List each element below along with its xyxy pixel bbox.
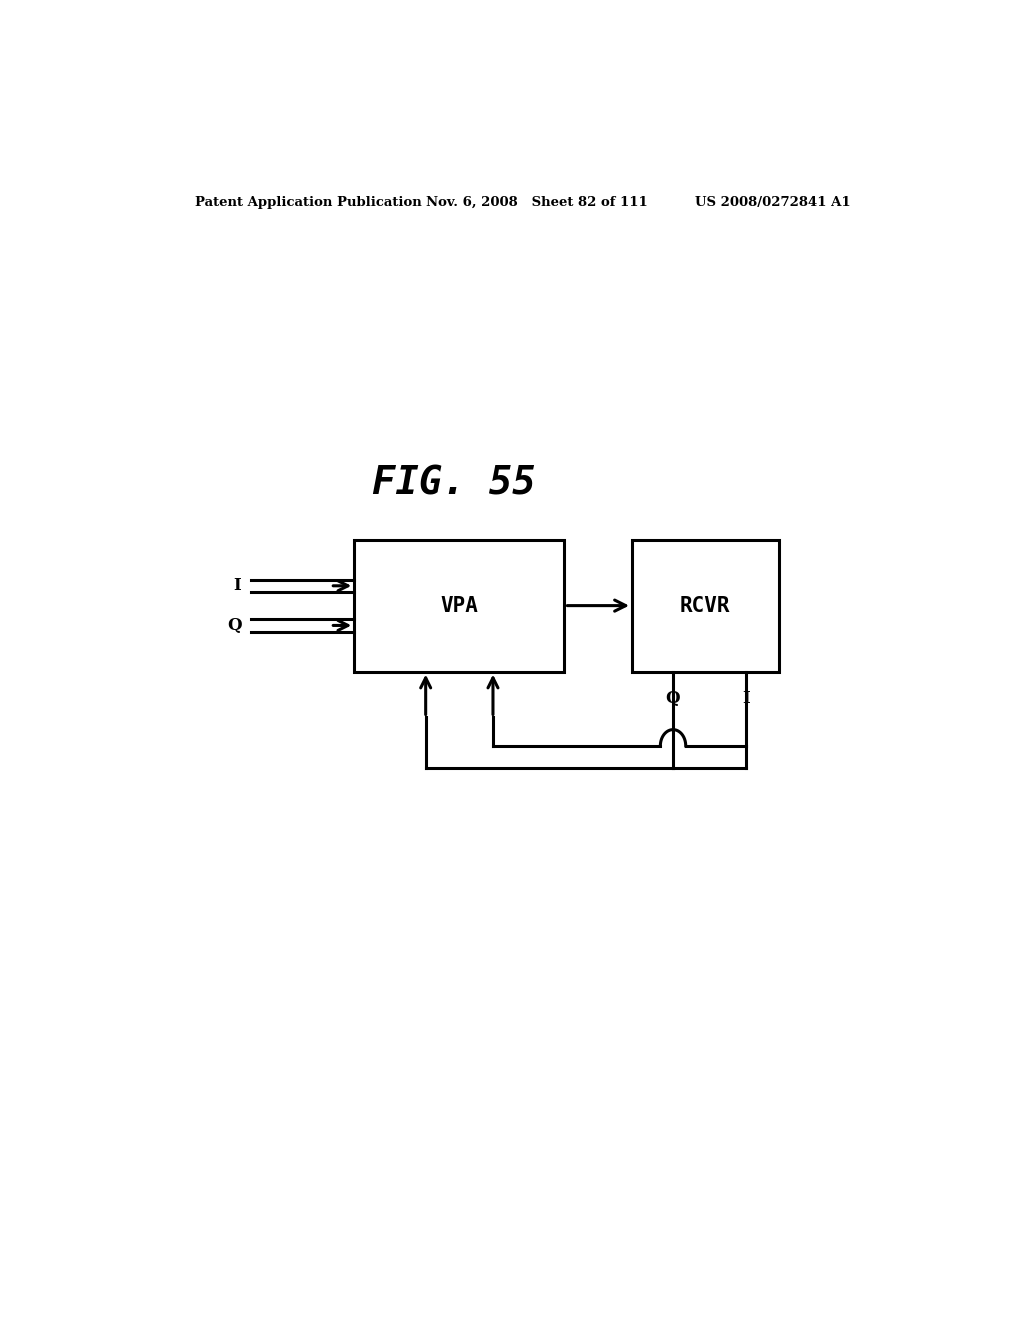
Text: Q: Q bbox=[666, 690, 680, 708]
Text: Q: Q bbox=[227, 616, 242, 634]
Bar bbox=[632, 540, 779, 672]
Text: Patent Application Publication: Patent Application Publication bbox=[196, 195, 422, 209]
Text: US 2008/0272841 A1: US 2008/0272841 A1 bbox=[695, 195, 851, 209]
Text: I: I bbox=[233, 577, 242, 594]
Text: I: I bbox=[742, 690, 751, 708]
Text: RCVR: RCVR bbox=[680, 595, 730, 615]
Bar bbox=[354, 540, 564, 672]
Text: Nov. 6, 2008   Sheet 82 of 111: Nov. 6, 2008 Sheet 82 of 111 bbox=[426, 195, 647, 209]
Text: VPA: VPA bbox=[440, 595, 478, 615]
Text: FIG. 55: FIG. 55 bbox=[372, 465, 536, 503]
